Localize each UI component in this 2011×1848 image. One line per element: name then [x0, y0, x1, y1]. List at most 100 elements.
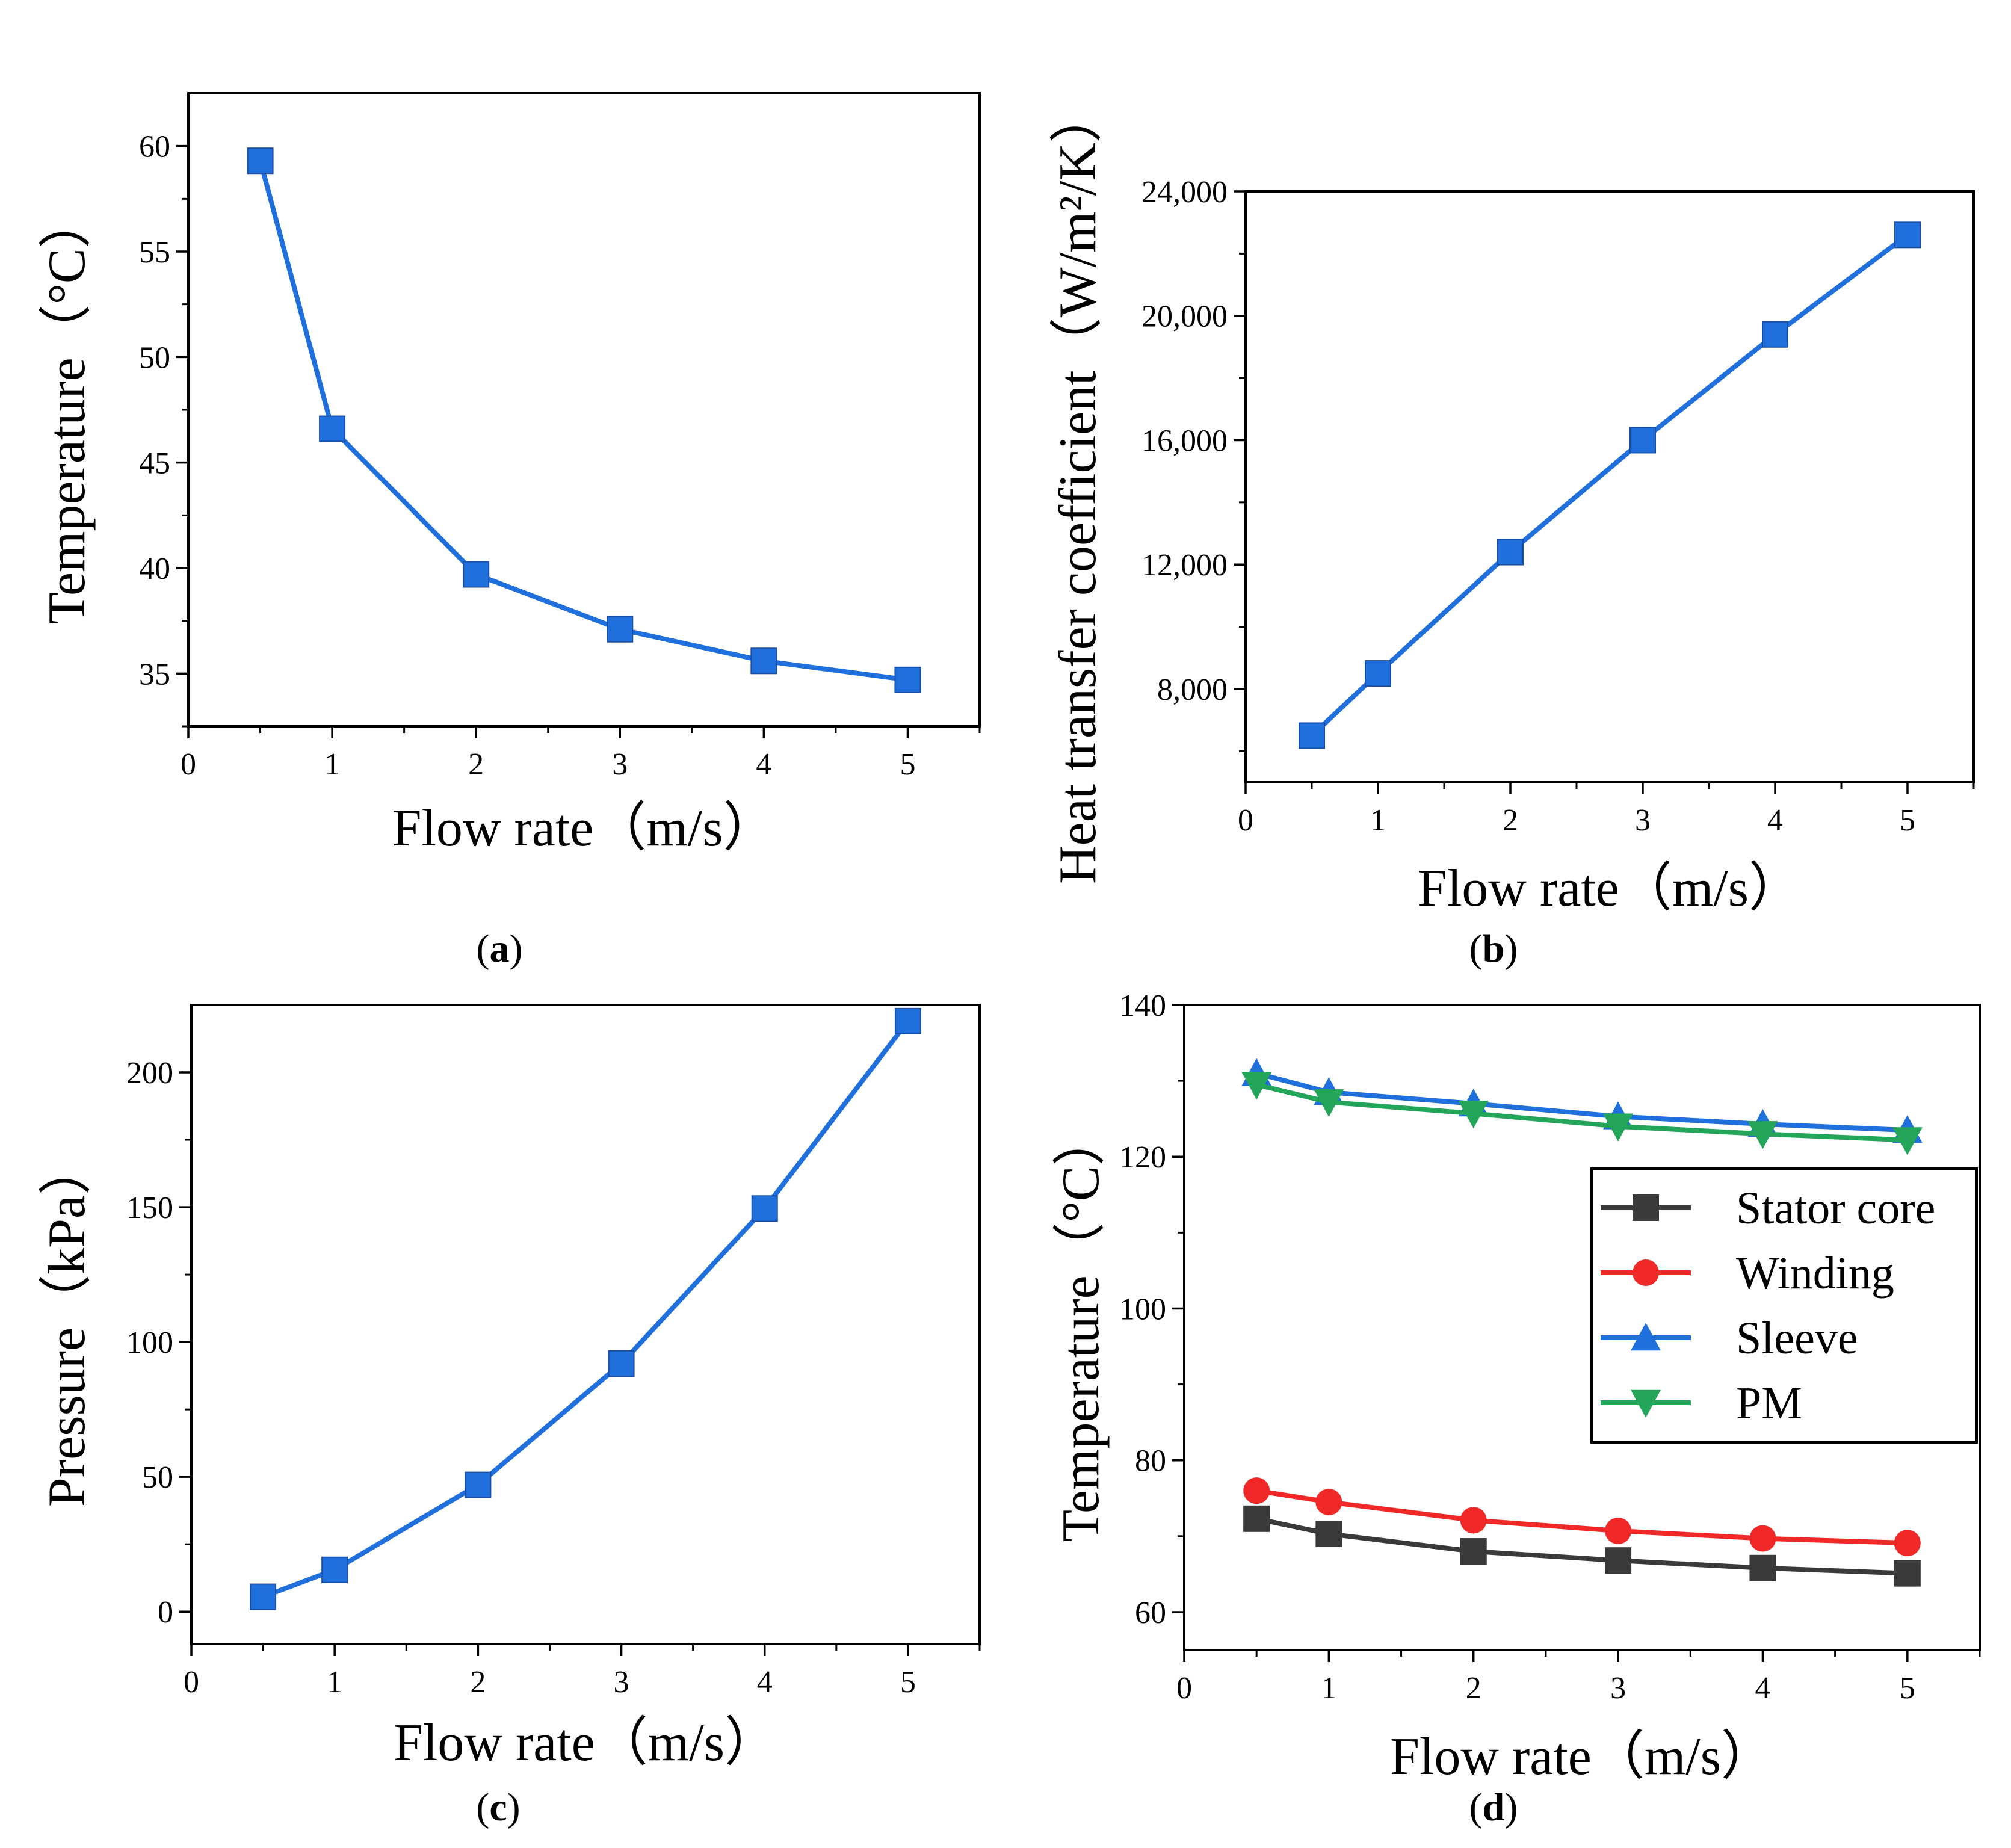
- data-point: [1460, 1507, 1487, 1534]
- legend-item: Stator core: [1601, 1183, 1935, 1234]
- data-point: [1458, 1101, 1489, 1129]
- y-tick-label: 35: [139, 657, 170, 691]
- x-tick-label: 2: [468, 747, 484, 782]
- data-point: [750, 647, 777, 675]
- data-point: [1241, 1072, 1272, 1100]
- data-point: [1315, 1489, 1342, 1516]
- y-axis-title: Pressure（kPa）: [38, 1142, 96, 1507]
- data-point: [319, 415, 346, 442]
- series-line: [262, 1019, 910, 1599]
- x-tick-label: 2: [470, 1665, 486, 1699]
- data-point: [1314, 1089, 1344, 1117]
- y-tick-label: 140: [1119, 989, 1166, 1023]
- x-tick-label: 4: [757, 1665, 773, 1699]
- x-tick-label: 0: [1238, 803, 1253, 838]
- caption-close: ): [1504, 927, 1518, 971]
- legend-item: PM: [1601, 1378, 1802, 1429]
- series-line: [1256, 1071, 1908, 1133]
- caption-close: ): [507, 1785, 521, 1829]
- x-tick-label: 4: [1767, 803, 1783, 838]
- x-tick-label: 3: [612, 747, 628, 782]
- plot-frame: [1183, 1004, 1981, 1651]
- y-tick-label: 50: [142, 1460, 173, 1495]
- x-axis-title: Flow rate（m/s）: [392, 799, 776, 858]
- data-point: [1749, 1554, 1776, 1581]
- y-tick-label: 55: [139, 235, 170, 270]
- y-tick-label: 40: [139, 552, 170, 586]
- plot-frame: [1244, 190, 1975, 783]
- y-tick-label: 100: [126, 1326, 173, 1360]
- y-tick-label: 120: [1119, 1140, 1166, 1175]
- data-point: [1497, 539, 1524, 566]
- data-point: [321, 1556, 348, 1583]
- plot-frame: [187, 92, 981, 728]
- panel-b: 0 1 2 3 4 5 8,000 12,000 16,000 20,000 24,000 Flow …: [1049, 90, 1975, 971]
- data-point: [607, 616, 634, 643]
- x-tick-label: 1: [1370, 803, 1386, 838]
- panel-caption: (b): [1469, 927, 1518, 971]
- x-tick-label: 3: [1610, 1671, 1626, 1705]
- data-point: [1894, 221, 1921, 249]
- y-tick-label: 8,000: [1157, 673, 1228, 707]
- data-point: [1747, 1121, 1778, 1149]
- x-tick-label: 5: [1900, 803, 1915, 838]
- x-tick-label: 4: [756, 747, 771, 782]
- data-point: [1243, 1505, 1270, 1532]
- data-point: [894, 666, 921, 693]
- x-axis-title: Flow rate（m/s）: [394, 1714, 777, 1772]
- series-pressure: [250, 1007, 921, 1610]
- series-line: [1310, 233, 1909, 738]
- legend-label: Stator core: [1736, 1183, 1935, 1234]
- y-tick-label: 80: [1135, 1444, 1166, 1479]
- x-tick-label: 4: [1755, 1671, 1770, 1705]
- series-pm: [1241, 1072, 1923, 1155]
- series-line: [1256, 1082, 1908, 1143]
- panel-caption: (a): [477, 927, 523, 971]
- x-tick-label: 3: [614, 1665, 629, 1699]
- legend-swatch-marker: [1633, 1259, 1659, 1286]
- y-axis-title: Temperature（°C）: [1052, 1113, 1110, 1542]
- series-winding: [1243, 1477, 1921, 1557]
- y-tick-label: 100: [1119, 1292, 1166, 1326]
- x-tick-label: 1: [324, 747, 340, 782]
- data-point: [465, 1471, 492, 1498]
- y-tick-label: 60: [1135, 1596, 1166, 1630]
- caption-close: ): [1504, 1785, 1518, 1829]
- x-tick-label: 2: [1503, 803, 1518, 838]
- caption-open: (: [1469, 1785, 1483, 1829]
- y-tick-label: 24,000: [1141, 175, 1228, 209]
- x-axis-title: Flow rate（m/s）: [1418, 859, 1802, 918]
- legend-swatch-marker: [1631, 1323, 1661, 1351]
- y-axis-title: Temperature（°C）: [38, 195, 96, 624]
- caption-letter: c: [489, 1785, 507, 1829]
- panel-caption: (c): [476, 1785, 520, 1829]
- data-point: [1605, 1517, 1632, 1544]
- data-point: [1894, 1560, 1921, 1587]
- y-tick-label: 16,000: [1141, 424, 1228, 458]
- legend-swatch-marker: [1633, 1194, 1659, 1221]
- series-line: [258, 160, 908, 682]
- y-tick-label: 150: [126, 1191, 173, 1225]
- x-tick-label: 5: [1900, 1671, 1915, 1705]
- y-tick-label: 20,000: [1141, 300, 1228, 334]
- y-tick-label: 45: [139, 447, 170, 481]
- data-point: [1460, 1538, 1487, 1565]
- data-point: [250, 1583, 277, 1610]
- y-tick-label: 60: [139, 130, 170, 164]
- caption-letter: b: [1483, 927, 1505, 971]
- data-point: [1603, 1113, 1634, 1142]
- series-heat-transfer-coefficient: [1299, 221, 1921, 749]
- data-point: [1894, 1530, 1921, 1557]
- series-temperature: [247, 147, 921, 693]
- x-axis-title: Flow rate（m/s）: [1390, 1728, 1774, 1786]
- caption-open: (: [477, 927, 490, 971]
- x-tick-label: 0: [184, 1665, 199, 1699]
- data-point: [751, 1195, 778, 1222]
- x-tick-label: 0: [1176, 1671, 1192, 1705]
- data-point: [1749, 1525, 1776, 1552]
- data-point: [1299, 722, 1325, 749]
- data-point: [1762, 321, 1788, 348]
- caption-close: ): [510, 927, 523, 971]
